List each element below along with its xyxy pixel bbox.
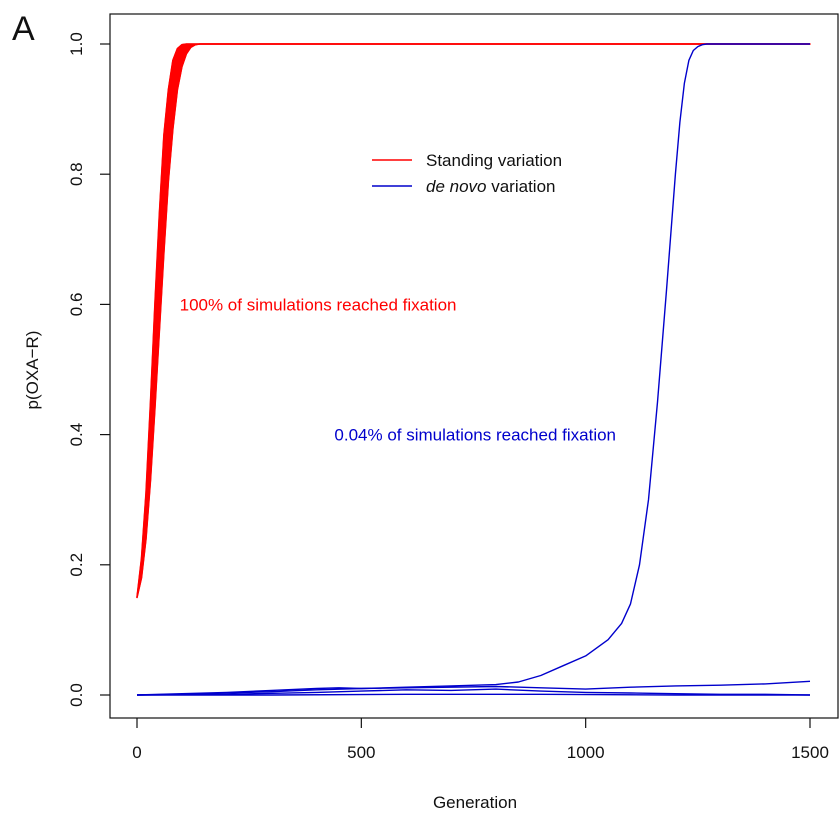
legend-label: de novo variation	[426, 177, 555, 196]
y-tick-label: 0.4	[67, 423, 86, 447]
y-tick-label: 1.0	[67, 32, 86, 56]
y-tick-label: 0.6	[67, 293, 86, 317]
y-tick-label: 0.0	[67, 683, 86, 707]
x-tick-label: 1500	[791, 743, 829, 762]
annotation-1: 100% of simulations reached fixation	[180, 295, 457, 314]
series-line-standing-variation	[136, 43, 810, 598]
y-tick-label: 0.8	[67, 162, 86, 186]
panel-label: A	[12, 10, 35, 48]
x-tick-label: 500	[347, 743, 375, 762]
y-axis-title: p(OXA−R)	[23, 331, 42, 410]
annotation-2: 0.04% of simulations reached fixation	[334, 426, 616, 445]
series-line-de-novo-variation-2	[136, 680, 811, 696]
legend-label: Standing variation	[426, 151, 562, 170]
legend: Standing variation de novo variation	[372, 151, 562, 196]
plot-frame	[109, 13, 839, 719]
x-tick-label: 0	[132, 743, 141, 762]
plot-area: 0 500 1000 1500 0.0 0.2 0.4 0.6 0.8 1.0 Standing v…	[67, 13, 839, 762]
y-tick-label: 0.2	[67, 553, 86, 577]
x-axis-title: Generation	[433, 793, 517, 812]
series-line-de-novo-variation-3	[136, 688, 811, 696]
series-line-de-novo-variation-4	[137, 693, 810, 696]
x-tick-label: 1000	[567, 743, 605, 762]
